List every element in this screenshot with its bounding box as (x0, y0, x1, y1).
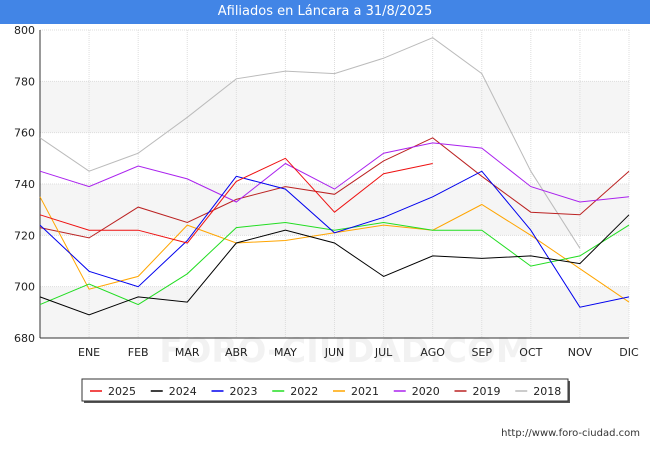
x-tick-label: JUN (324, 346, 345, 359)
x-tick-label: JUL (374, 346, 393, 359)
y-tick-label: 740 (14, 178, 35, 191)
y-tick-label: 680 (14, 332, 35, 345)
legend-label-2025: 2025 (108, 385, 136, 398)
y-tick-label: 800 (14, 24, 35, 37)
grid-band (40, 184, 629, 236)
legend-label-2024: 2024 (169, 385, 197, 398)
x-tick-label: SEP (471, 346, 492, 359)
legend-box (81, 378, 569, 402)
x-tick-label: ENE (78, 346, 100, 359)
y-tick-label: 700 (14, 281, 35, 294)
legend-label-2019: 2019 (473, 385, 501, 398)
chart-title: Afiliados en Láncara a 31/8/2025 (0, 0, 650, 24)
series-line-2024 (39, 214, 630, 316)
series-line-2020 (39, 142, 630, 203)
series-line-2025 (39, 157, 433, 244)
x-tick-label: AGO (420, 346, 445, 359)
x-tick-label: NOV (568, 346, 593, 359)
y-tick-label: 780 (14, 75, 35, 88)
source-url[interactable]: http://www.foro-ciudad.com (501, 428, 640, 439)
x-tick-label: MAY (274, 346, 297, 359)
series-line-2022 (39, 221, 630, 306)
series-line-2018 (39, 37, 581, 249)
y-tick-label: 760 (14, 127, 35, 140)
series-line-2023 (39, 170, 630, 308)
x-tick-label: ABR (225, 346, 248, 359)
x-tick-label: MAR (175, 346, 200, 359)
series-line-2019 (39, 137, 630, 239)
x-tick-label: FEB (128, 346, 149, 359)
x-tick-label: OCT (519, 346, 542, 359)
legend-label-2021: 2021 (351, 385, 379, 398)
x-tick-label: DIC (619, 346, 639, 359)
legend-label-2020: 2020 (412, 385, 440, 398)
legend-label-2022: 2022 (290, 385, 318, 398)
y-tick-label: 720 (14, 229, 35, 242)
legend-label-2018: 2018 (533, 385, 561, 398)
legend-label-2023: 2023 (230, 385, 258, 398)
